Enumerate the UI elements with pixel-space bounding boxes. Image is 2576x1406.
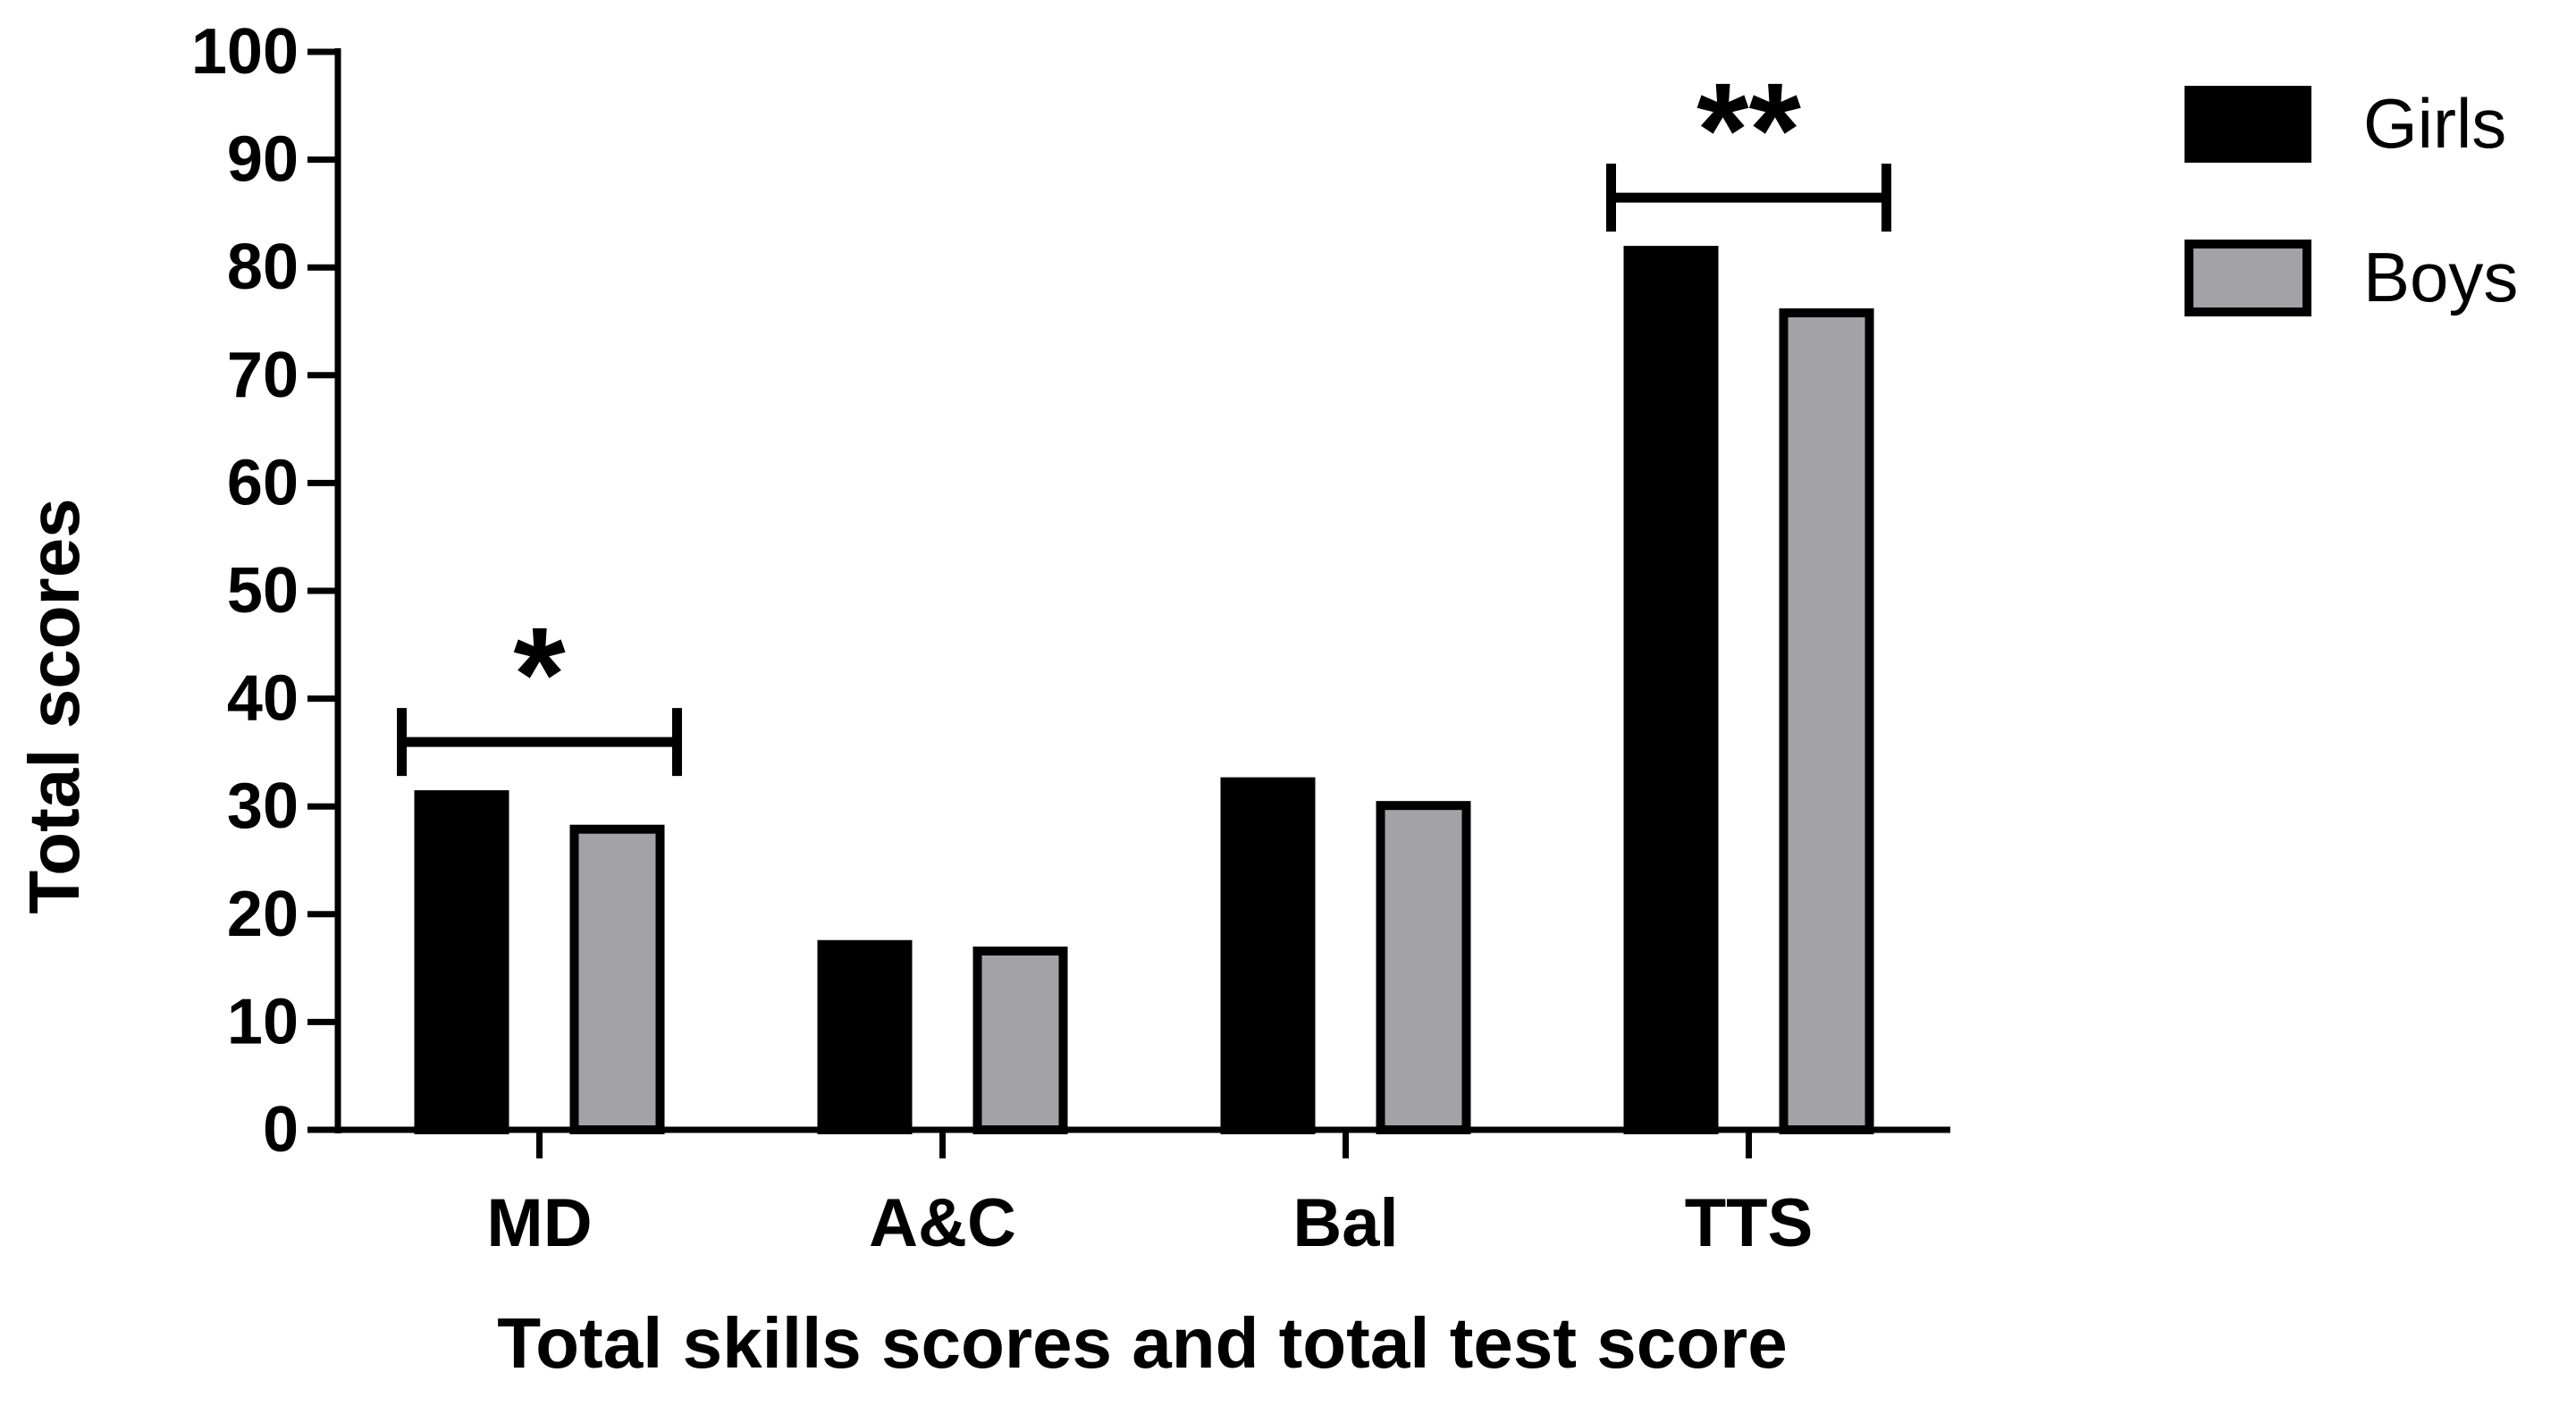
y-tick-label: 70	[227, 340, 299, 411]
bar-boys-ac	[972, 946, 1068, 1134]
bar-girls-md	[414, 790, 509, 1134]
bar-girls-bal	[1220, 777, 1316, 1134]
y-tick-label: 40	[227, 663, 299, 735]
y-tick-label: 90	[227, 124, 299, 196]
y-tick-label: 0	[263, 1094, 299, 1166]
x-axis-title: Total skills scores and total test score	[497, 1303, 1787, 1383]
y-tick-label: 10	[227, 986, 299, 1057]
bar-girls-tts	[1623, 246, 1719, 1134]
y-tick-label: 30	[227, 770, 299, 842]
significance-label: *	[513, 599, 566, 749]
y-tick-label: 50	[227, 555, 299, 627]
y-tick-label: 80	[227, 232, 299, 303]
legend-swatch-boys	[2185, 240, 2311, 316]
legend-label-boys: Boys	[2363, 238, 2518, 316]
x-tick-label: A&C	[869, 1185, 1016, 1261]
y-tick-label: 60	[227, 447, 299, 518]
y-tick-label: 100	[191, 16, 299, 88]
bars	[414, 246, 1874, 1135]
x-tick-label: MD	[486, 1185, 592, 1261]
bar-boys-tts	[1779, 308, 1874, 1134]
legend: Girls Boys	[2185, 84, 2518, 316]
bar-boys-md	[569, 824, 665, 1135]
significance-annotations: ***	[397, 55, 1891, 777]
x-tick-label: Bal	[1292, 1185, 1398, 1261]
significance-label: **	[1696, 55, 1801, 205]
x-tick-label: TTS	[1685, 1185, 1814, 1261]
legend-label-girls: Girls	[2363, 84, 2506, 163]
bar-girls-ac	[817, 939, 913, 1135]
legend-swatch-girls	[2185, 86, 2311, 163]
y-axis-title: Total scores	[14, 498, 94, 913]
axes: 0 10 20 30 40 50 60 70 80 90 100 MD A&C Bal TTS	[191, 16, 1950, 1261]
bar-boys-bal	[1376, 801, 1471, 1134]
y-tick-label: 20	[227, 879, 299, 950]
